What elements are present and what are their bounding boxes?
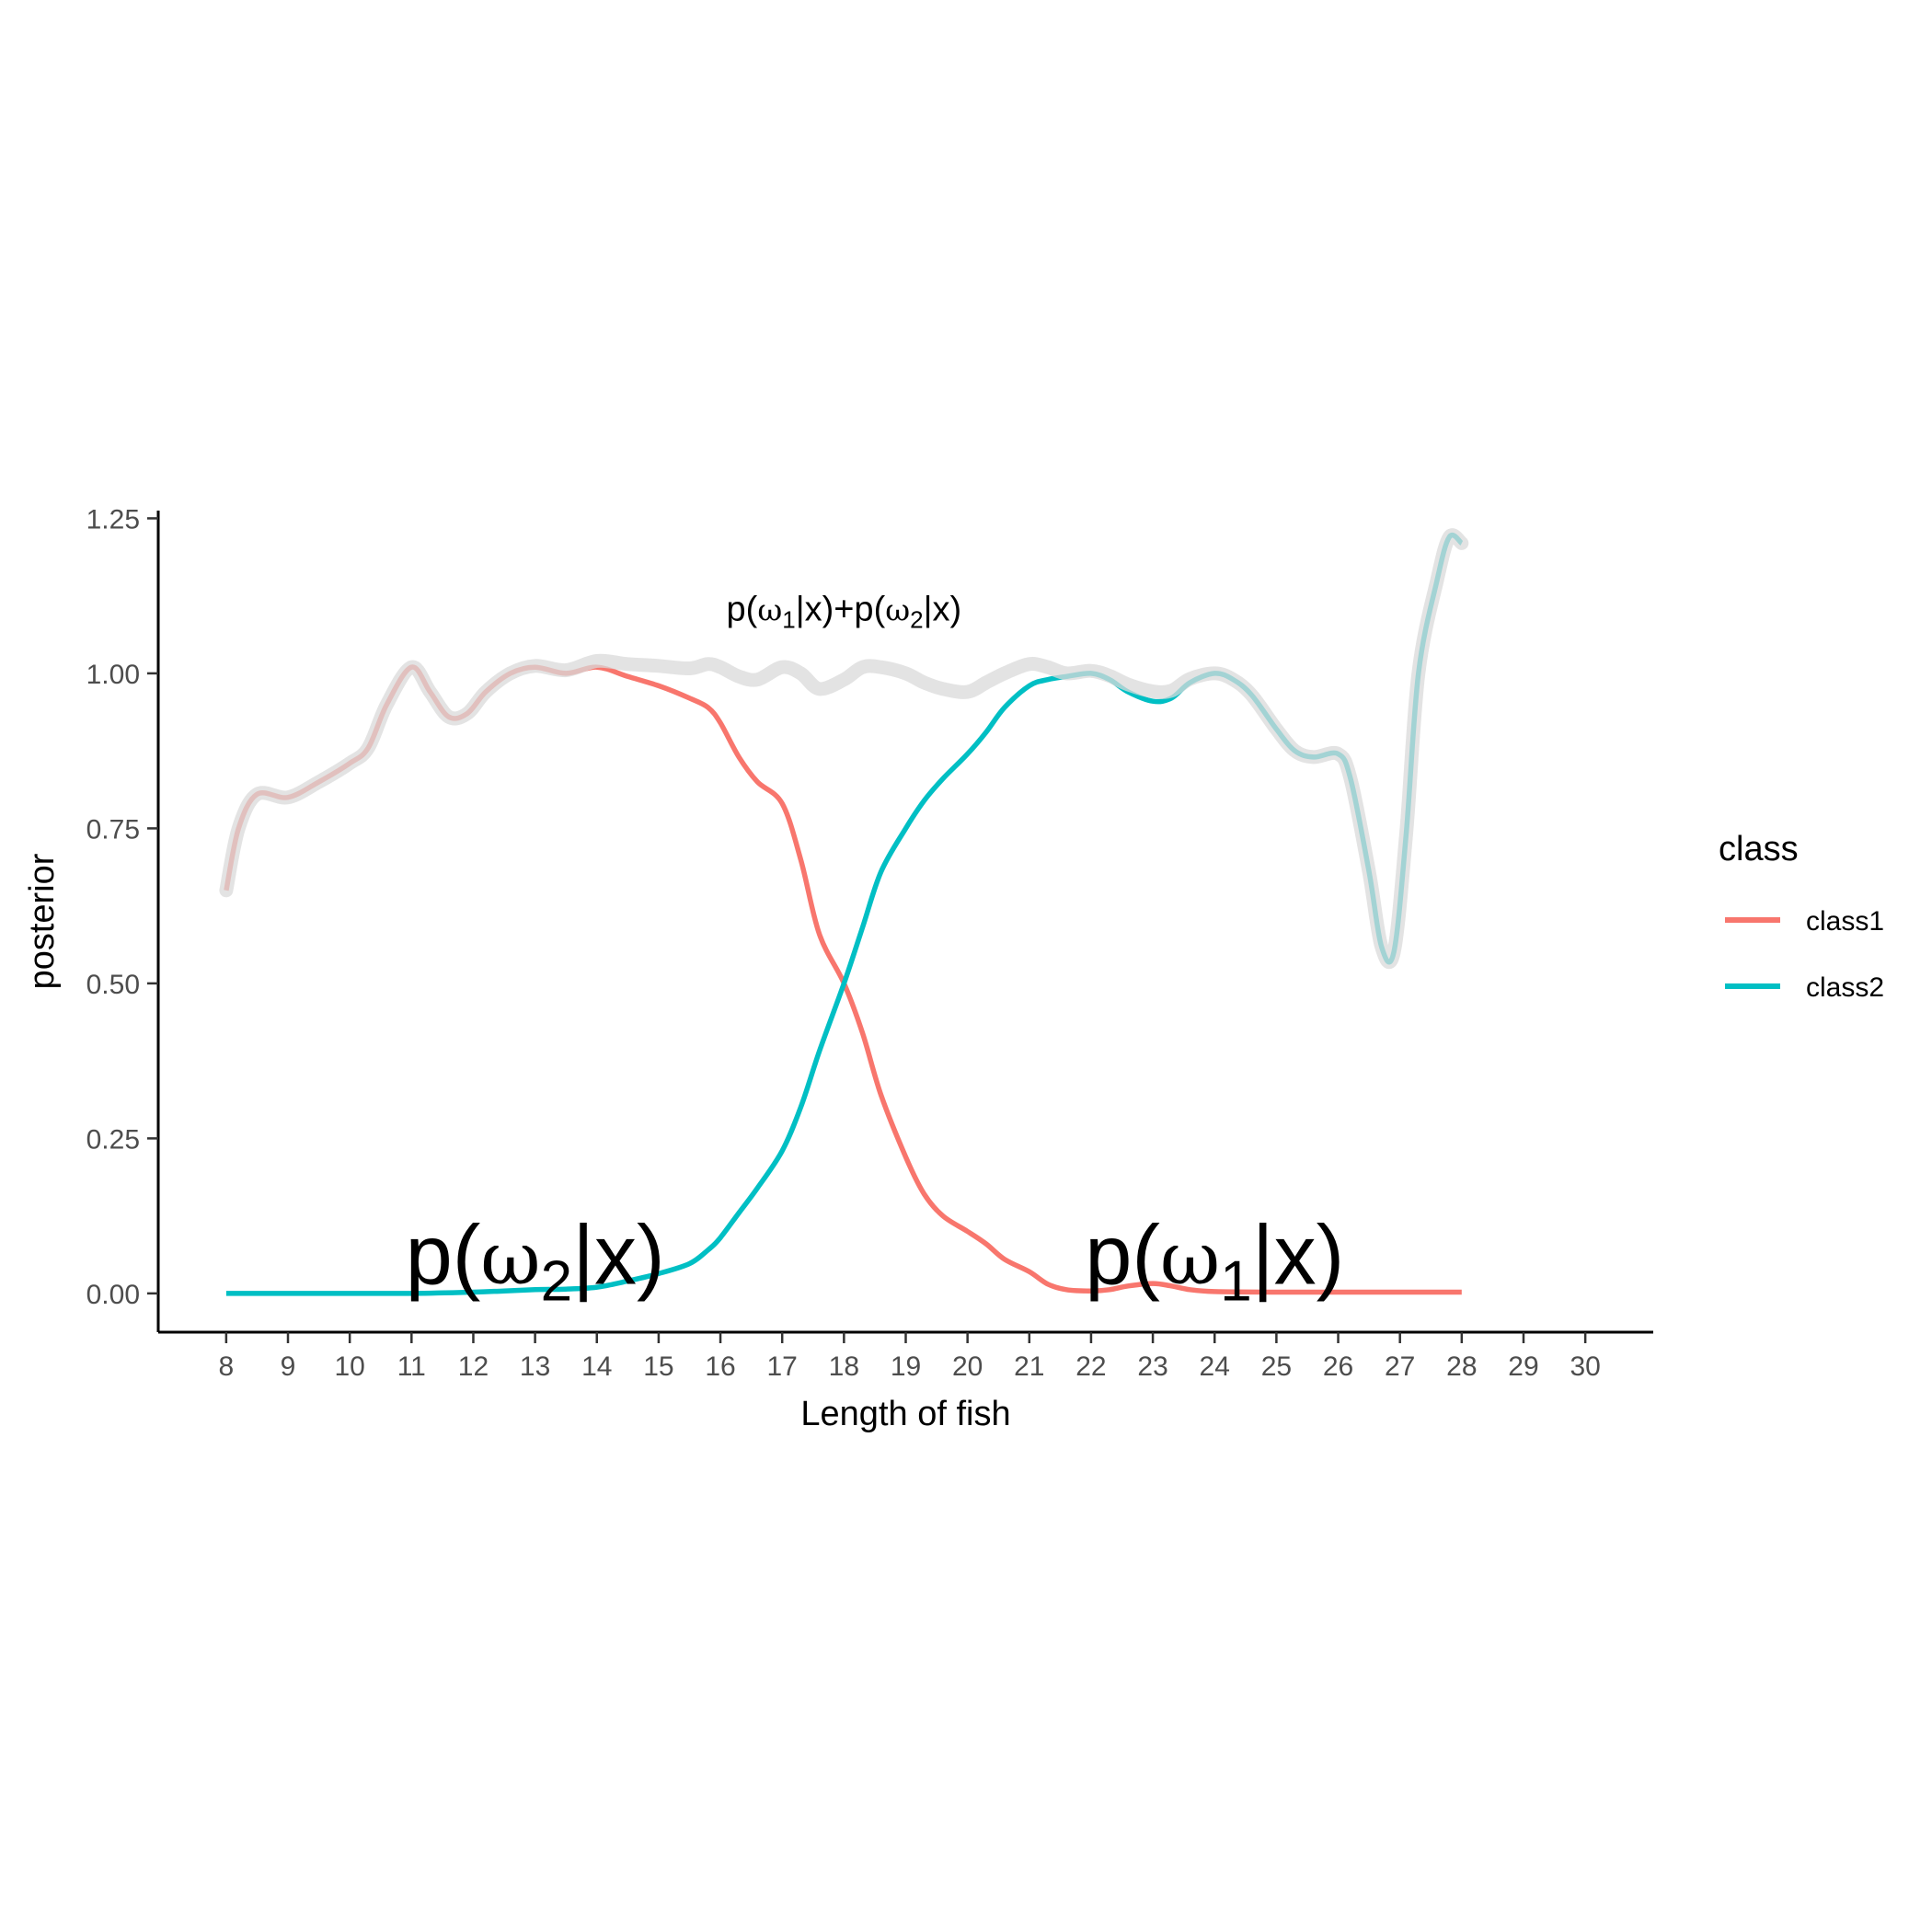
x-tick-label-9: 9 — [281, 1351, 296, 1382]
ann-sum-omega1: ω — [757, 592, 782, 628]
x-tick-label-28: 28 — [1446, 1351, 1477, 1382]
x-tick-label-27: 27 — [1385, 1351, 1415, 1382]
y-axis-title: posterior — [23, 853, 62, 989]
x-axis-title: Length of fish — [800, 1395, 1010, 1433]
ann-sum-mid: |x)+p( — [796, 591, 886, 629]
ann-c1-prefix: p( — [1085, 1208, 1160, 1302]
y-tick-label-0: 0.00 — [86, 1280, 140, 1310]
y-tick-label-4: 1.00 — [86, 660, 140, 690]
x-tick-label-12: 12 — [458, 1351, 489, 1382]
ann-sum-omega2: ω — [885, 592, 910, 628]
ann-c2-sub: 2 — [541, 1249, 572, 1313]
x-tick-label-18: 18 — [829, 1351, 859, 1382]
series-sum-line — [219, 528, 1469, 970]
x-tick-label-26: 26 — [1323, 1351, 1353, 1382]
annotation-class2-label: p(ω2|x) — [406, 1208, 665, 1313]
x-tick-label-11: 11 — [397, 1351, 426, 1382]
legend-title: class — [1719, 830, 1799, 868]
x-tick-label-10: 10 — [334, 1351, 364, 1382]
x-tick-label-14: 14 — [581, 1351, 612, 1382]
ann-sum-prefix: p( — [727, 591, 758, 629]
x-tick-label-17: 17 — [767, 1351, 798, 1382]
legend: class class1 class2 — [1719, 830, 1884, 1003]
ann-c2-omega: ω — [480, 1215, 540, 1301]
ann-c2-suffix: |x) — [572, 1208, 665, 1302]
x-tick-label-30: 30 — [1570, 1351, 1600, 1382]
ann-sum-sub2: 2 — [910, 606, 923, 634]
x-tick-label-13: 13 — [520, 1351, 550, 1382]
ann-c1-suffix: |x) — [1252, 1208, 1345, 1302]
x-tick-label-22: 22 — [1075, 1351, 1106, 1382]
y-tick-label-2: 0.50 — [86, 970, 140, 1000]
y-tick-label-5: 1.25 — [86, 504, 140, 535]
x-tick-label-8: 8 — [219, 1351, 235, 1382]
y-tick-label-1: 0.25 — [86, 1124, 140, 1155]
x-tick-label-23: 23 — [1137, 1351, 1167, 1382]
ann-c2-prefix: p( — [406, 1208, 481, 1302]
ann-sum-sub1: 1 — [782, 606, 795, 634]
series-class2-line — [225, 532, 1464, 1296]
ann-c1-omega: ω — [1160, 1215, 1220, 1301]
x-tick-label-21: 21 — [1014, 1351, 1044, 1382]
y-tick-label-3: 0.75 — [86, 814, 140, 845]
x-tick-label-29: 29 — [1508, 1351, 1538, 1382]
annotation-sum-label: p(ω1|x)+p(ω2|x) — [727, 591, 962, 634]
ann-sum-suffix: |x) — [924, 591, 962, 629]
x-tick-label-24: 24 — [1200, 1351, 1230, 1382]
ticks-layer: 8 9 10 11 12 13 14 15 16 17 18 19 20 21 22 23 24 25 26 27 28… — [86, 504, 1601, 1382]
x-tick-label-16: 16 — [705, 1351, 735, 1382]
legend-label-class1: class1 — [1806, 906, 1884, 937]
x-tick-label-19: 19 — [891, 1351, 921, 1382]
x-tick-label-15: 15 — [643, 1351, 673, 1382]
x-tick-label-20: 20 — [952, 1351, 983, 1382]
ann-c1-sub: 1 — [1220, 1249, 1251, 1313]
lines-layer — [219, 528, 1469, 1296]
annotation-class1-label: p(ω1|x) — [1085, 1208, 1344, 1313]
x-tick-label-25: 25 — [1261, 1351, 1292, 1382]
legend-label-class2: class2 — [1806, 972, 1884, 1003]
